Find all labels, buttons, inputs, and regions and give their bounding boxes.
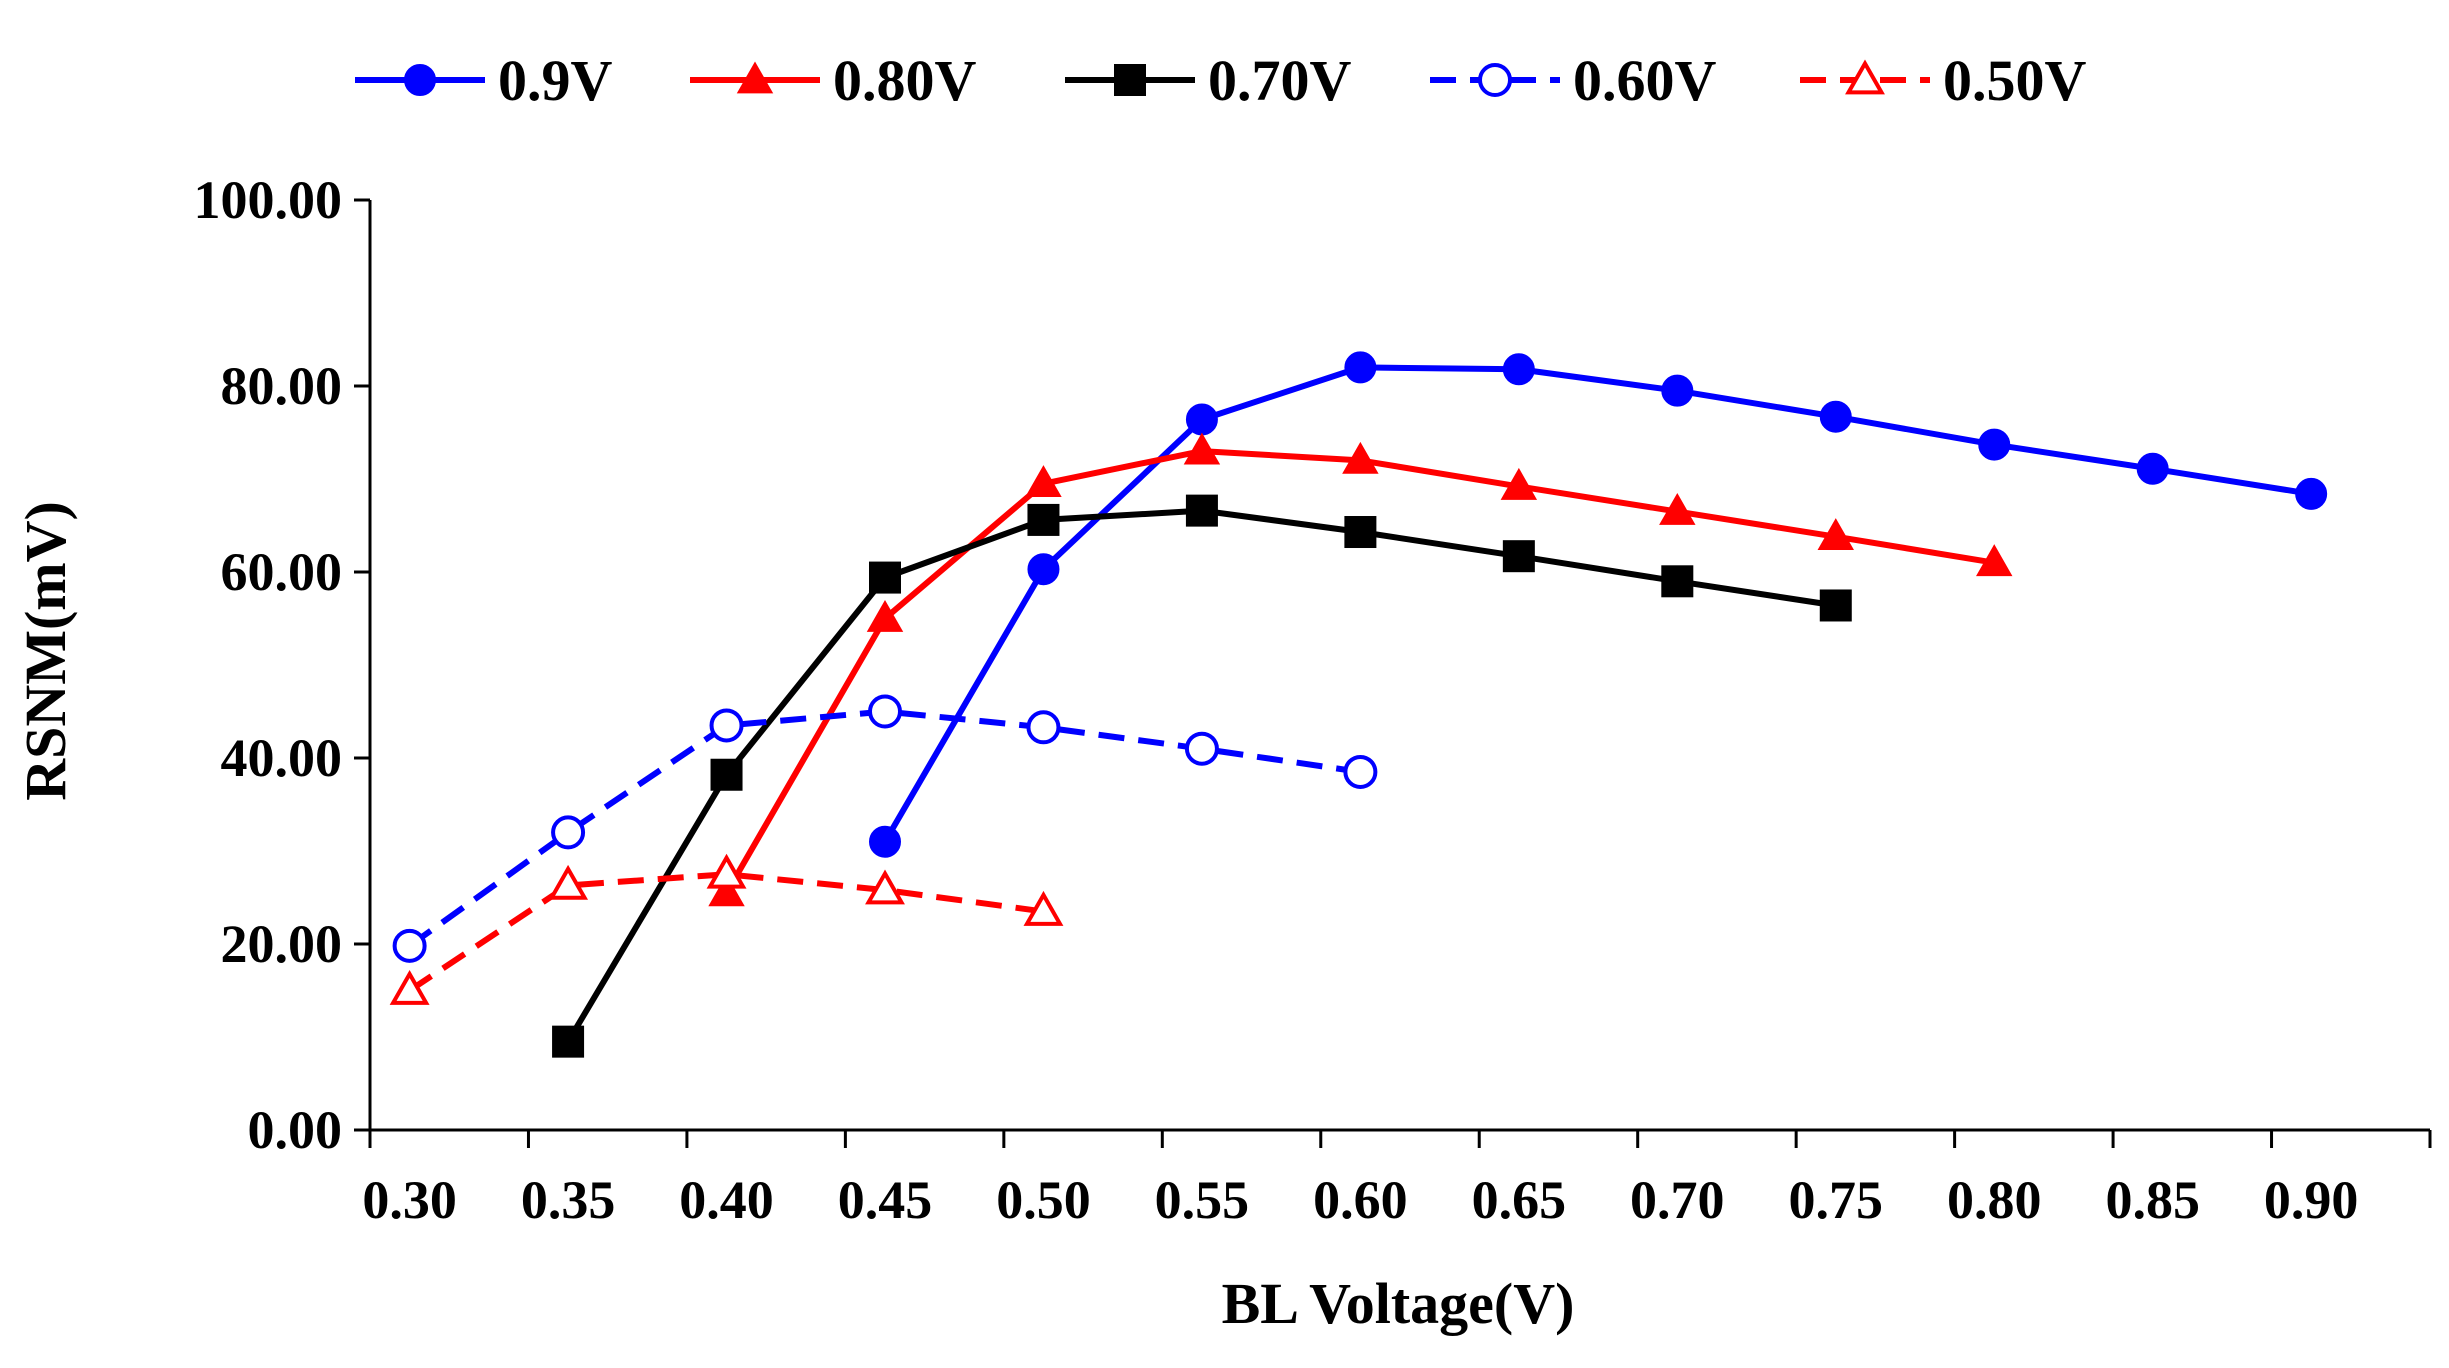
legend-label: 0.50V: [1943, 48, 2087, 113]
legend-swatch-marker: [736, 61, 774, 94]
data-point-0.80V-0.55: [1183, 432, 1221, 465]
legend-swatch-marker: [404, 64, 436, 96]
axes: [368, 200, 2430, 1132]
series-line-0.70V: [565, 507, 1837, 1044]
data-point-0.9V-0.5: [1027, 553, 1060, 586]
x-tick-label: 0.30: [362, 1170, 457, 1230]
y-tick-label: 0.00: [248, 1100, 343, 1160]
x-tick-label: 0.35: [521, 1170, 616, 1230]
y-tick-label: 100.00: [194, 170, 343, 230]
data-point-0.60V-0.55: [1184, 731, 1219, 766]
data-point-0.70V-0.65: [1502, 540, 1535, 573]
data-point-0.9V-0.8: [1978, 428, 2011, 461]
y-tick-label: 80.00: [221, 356, 343, 416]
data-point-0.9V-0.6: [1344, 351, 1377, 384]
legend-label: 0.9V: [498, 48, 613, 113]
data-point-0.70V-0.7: [1661, 565, 1694, 598]
x-tick-label: 0.45: [838, 1170, 933, 1230]
series-line-0.9V: [882, 364, 2312, 844]
x-ticks: 0.30 0.35 0.40 0.45 0.50 0.55 0.60 0.65 0.70 0.75…: [362, 1130, 2432, 1230]
data-point-0.60V-0.3: [392, 928, 427, 963]
data-point-0.80V-0.4: [708, 874, 745, 907]
data-point-0.80V-0.65: [1500, 467, 1538, 500]
x-tick-label: 0.40: [679, 1170, 774, 1230]
data-point-0.70V-0.75: [1819, 589, 1852, 622]
series-0.50V: [389, 853, 1064, 1005]
legend: 0.9V 0.80V 0.70V 0.60V 0.50V: [355, 48, 2087, 113]
data-point-0.9V-0.55: [1185, 403, 1218, 436]
data-point-0.70V-0.45: [869, 561, 901, 594]
data-point-0.80V-0.8: [1976, 544, 2013, 577]
data-point-0.70V-0.35: [552, 1025, 585, 1058]
data-point-0.60V-0.35: [551, 815, 586, 850]
x-tick-label: 0.50: [996, 1170, 1091, 1230]
x-tick-label: 0.85: [2105, 1170, 2200, 1230]
data-point-0.80V-0.75: [1817, 518, 1854, 551]
data-point-0.50V-0.5: [1023, 890, 1064, 926]
y-ticks: 0.00 20.00 40.00 60.00 80.00 100.00: [194, 170, 370, 1160]
data-point-0.9V-0.7: [1661, 374, 1694, 407]
data-point-0.50V-0.4: [706, 853, 747, 889]
data-point-0.80V-0.7: [1659, 493, 1696, 525]
series-0.70V: [552, 494, 1852, 1058]
data-point-0.50V-0.3: [389, 969, 430, 1005]
data-point-0.80V-0.6: [1342, 441, 1379, 474]
data-point-0.70V-0.55: [1185, 494, 1218, 527]
x-axis-title: BL Voltage(V): [1222, 1271, 1575, 1336]
legend-swatch-marker: [1845, 59, 1885, 95]
series-0.9V: [869, 351, 2328, 858]
x-tick-label: 0.90: [2264, 1170, 2359, 1230]
data-point-0.9V-0.65: [1502, 353, 1535, 386]
legend-item-0.50V: 0.50V: [1800, 48, 2087, 113]
data-point-0.80V-0.45: [866, 599, 904, 632]
x-tick-label: 0.55: [1155, 1170, 1250, 1230]
data-point-0.60V-0.5: [1026, 710, 1061, 745]
legend-item-0.9V: 0.9V: [355, 48, 613, 113]
data-point-0.60V-0.45: [868, 694, 902, 729]
data-point-0.70V-0.5: [1027, 503, 1060, 536]
data-point-0.70V-0.6: [1344, 516, 1377, 549]
data-point-0.9V-0.75: [1819, 400, 1852, 433]
data-point-0.9V-0.85: [2136, 452, 2169, 485]
y-tick-label: 60.00: [221, 542, 343, 602]
x-tick-label: 0.65: [1472, 1170, 1567, 1230]
x-tick-label: 0.80: [1947, 1170, 2042, 1230]
legend-item-0.80V: 0.80V: [690, 48, 977, 113]
series-layer: [389, 351, 2328, 1058]
data-point-0.9V-0.9: [2295, 477, 2328, 510]
series-line-0.50V: [407, 871, 1044, 994]
series-0.80V: [708, 432, 2013, 907]
data-point-0.50V-0.45: [865, 869, 905, 905]
x-tick-label: 0.60: [1313, 1170, 1408, 1230]
y-axis-title: RSNM(mV): [13, 501, 78, 801]
legend-item-0.60V: 0.60V: [1430, 48, 1717, 113]
y-tick-label: 40.00: [221, 728, 343, 788]
legend-label: 0.70V: [1208, 48, 1352, 113]
legend-swatch-marker: [1114, 64, 1146, 96]
data-point-0.9V-0.45: [869, 825, 901, 858]
legend-swatch-marker: [1478, 63, 1512, 97]
data-point-0.50V-0.35: [548, 864, 589, 900]
series-0.60V: [392, 694, 1378, 963]
legend-label: 0.60V: [1573, 48, 1717, 113]
data-point-0.60V-0.6: [1343, 754, 1378, 789]
data-point-0.80V-0.5: [1025, 465, 1062, 498]
data-point-0.70V-0.4: [710, 758, 743, 791]
x-tick-label: 0.70: [1630, 1170, 1725, 1230]
x-tick-label: 0.75: [1789, 1170, 1884, 1230]
legend-item-0.70V: 0.70V: [1065, 48, 1352, 113]
y-tick-label: 20.00: [221, 914, 343, 974]
data-point-0.60V-0.4: [709, 708, 744, 743]
legend-label: 0.80V: [833, 48, 977, 113]
